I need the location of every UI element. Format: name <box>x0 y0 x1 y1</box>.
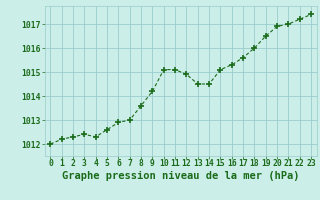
X-axis label: Graphe pression niveau de la mer (hPa): Graphe pression niveau de la mer (hPa) <box>62 171 300 181</box>
